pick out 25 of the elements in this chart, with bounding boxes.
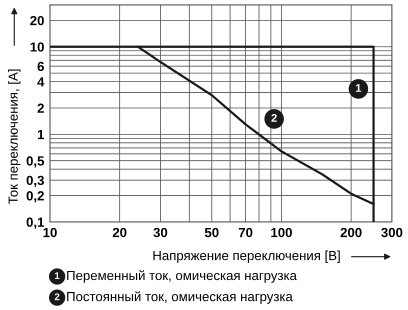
x-tick-label: 30 — [153, 228, 168, 238]
x-tick-label: 50 — [204, 228, 219, 238]
y-tick-label: 20 — [30, 16, 44, 26]
y-tick-label: 0,5 — [26, 156, 44, 168]
y-tick-label: 4 — [37, 77, 44, 86]
y-tick-label: 0,1 — [26, 218, 44, 229]
annotation: 2 — [271, 114, 277, 122]
x-tick-label: 20 — [112, 228, 126, 238]
x-tick-label: 200 — [340, 228, 362, 238]
y-tick-label: 0,2 — [26, 191, 44, 202]
x-axis-title: Напряжение переключения [В] — [153, 250, 340, 263]
legend-label: Переменный ток, омическая нагрузка — [67, 270, 297, 283]
legend-label: Постоянный ток, омическая нагрузка — [67, 291, 293, 304]
y-tick-label: 0,3 — [26, 176, 44, 187]
y-tick-label: 1 — [38, 130, 44, 140]
y-tick-label: 10 — [30, 42, 44, 52]
x-tick-label: 70 — [238, 228, 252, 238]
annotation: 1 — [356, 84, 362, 92]
y-tick-label: 6 — [38, 62, 44, 72]
text: 1 — [55, 272, 60, 280]
y-axis-title: Ток переключения, [A] — [8, 70, 20, 204]
x-tick-label: 100 — [271, 228, 292, 238]
y-tick-label: 2 — [38, 104, 44, 113]
x-tick-label: 300 — [381, 228, 402, 238]
text: 2 — [54, 293, 60, 300]
